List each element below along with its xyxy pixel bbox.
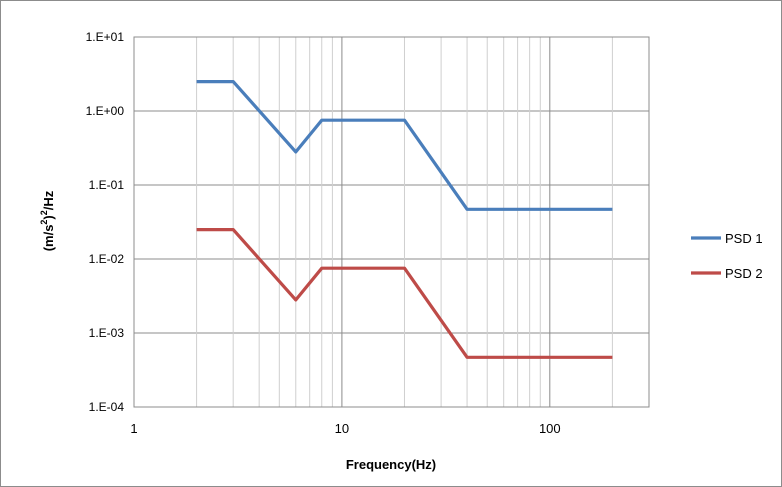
legend: PSD 1 PSD 2 — [691, 231, 763, 281]
series-lines — [196, 79, 613, 359]
series-line-psd-1 — [196, 79, 613, 211]
x-tick-label: 10 — [335, 421, 349, 436]
x-tick-labels: 1 10 100 — [130, 421, 560, 436]
x-axis-label: Frequency(Hz) — [346, 457, 436, 472]
y-tick-label: 1.E-04 — [89, 400, 125, 414]
y-tick-label: 1.E-01 — [89, 178, 125, 192]
plot-area-border — [133, 36, 650, 408]
y-tick-label: 1.E+01 — [86, 30, 125, 44]
x-tick-label: 100 — [539, 421, 561, 436]
series-line-psd-2 — [196, 228, 613, 359]
x-tick-label: 1 — [130, 421, 137, 436]
y-tick-label: 1.E-03 — [89, 326, 125, 340]
legend-label: PSD 2 — [725, 266, 763, 281]
grid-lines — [133, 36, 650, 408]
y-tick-label: 1.E-02 — [89, 252, 125, 266]
y-tick-labels: 1.E+01 1.E+00 1.E-01 1.E-02 1.E-03 1.E-04 — [86, 30, 125, 414]
y-tick-label: 1.E+00 — [86, 104, 125, 118]
y-axis-label: (m/s2)2/Hz — [39, 190, 56, 251]
legend-label: PSD 1 — [725, 231, 763, 246]
